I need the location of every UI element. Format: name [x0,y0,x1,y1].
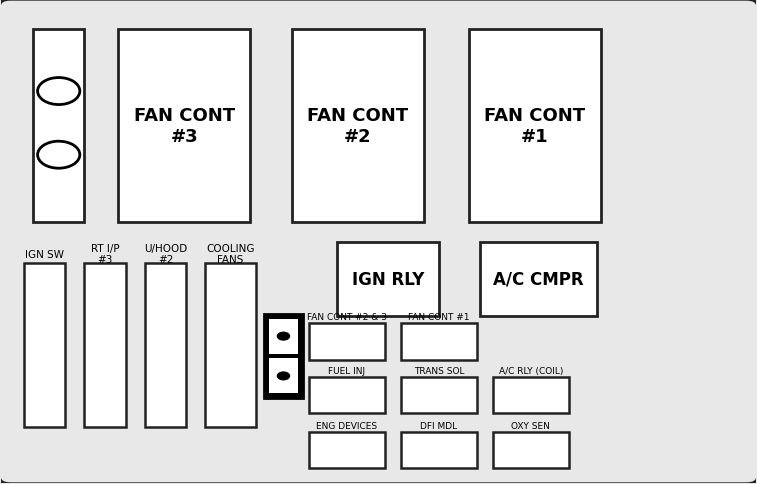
Bar [118,30,251,223]
Circle shape [277,333,289,340]
Text: RT I/P
#3: RT I/P #3 [91,243,120,265]
Bar [291,30,424,223]
Text: DFI MDL: DFI MDL [420,422,457,430]
Text: IGN RLY: IGN RLY [352,270,424,288]
Text: A/C CMPR: A/C CMPR [494,270,584,288]
Text: ENG DEVICES: ENG DEVICES [316,422,378,430]
Text: FAN CONT #1: FAN CONT #1 [408,312,469,321]
Bar [269,359,298,393]
Bar [145,264,186,427]
Bar [401,432,477,468]
Bar [84,264,126,427]
Bar [264,314,303,398]
Text: OXY SEN: OXY SEN [512,422,550,430]
Bar [401,324,477,360]
Bar [493,377,569,413]
Bar [481,242,597,317]
Bar [309,432,385,468]
Bar [205,264,257,427]
Text: A/C RLY (COIL): A/C RLY (COIL) [499,366,563,375]
Text: FAN CONT
#1: FAN CONT #1 [484,107,586,146]
Text: FAN CONT
#3: FAN CONT #3 [134,107,235,146]
Bar [33,30,84,223]
Bar [309,377,385,413]
Bar [337,242,439,317]
Bar [309,324,385,360]
Text: IGN SW: IGN SW [25,249,64,259]
Text: U/HOOD
#2: U/HOOD #2 [144,243,187,265]
Text: COOLING
FANS: COOLING FANS [207,243,255,265]
Bar [401,377,477,413]
Text: FAN CONT
#2: FAN CONT #2 [307,107,408,146]
Bar [269,319,298,354]
Text: TRANS SOL: TRANS SOL [413,366,464,375]
Text: FAN CONT #2 & 3: FAN CONT #2 & 3 [307,312,387,321]
Bar [469,30,601,223]
Circle shape [277,372,289,380]
Bar [24,264,66,427]
Text: FUEL INJ: FUEL INJ [329,366,366,375]
Bar [493,432,569,468]
